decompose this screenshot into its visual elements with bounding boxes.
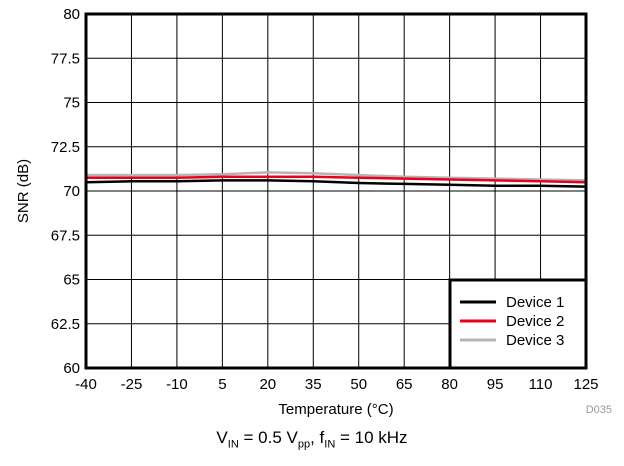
- x-tick-label: 35: [305, 376, 322, 393]
- legend-label: Device 2: [506, 313, 564, 330]
- series-line-device-1: [85, 179, 587, 188]
- x-tick-label: -40: [75, 376, 97, 393]
- x-tick-label: -25: [121, 376, 143, 393]
- y-tick-label: 65: [63, 272, 80, 289]
- y-tick-labels: 60 62.5 65 67.5 70 72.5 75 77.5 80: [51, 6, 80, 377]
- x-tick-labels: -40 -25 -10 5 20 35 50 65 80 95 110 125: [75, 376, 598, 393]
- y-tick-label: 67.5: [51, 227, 80, 244]
- y-tick-label: 70: [63, 183, 80, 200]
- y-tick-label: 72.5: [51, 139, 80, 156]
- x-tick-label: 20: [259, 376, 276, 393]
- series-line-device-3: [86, 171, 587, 182]
- legend-label: Device 1: [506, 294, 564, 311]
- chart-caption: VIN = 0.5 Vpp, fIN = 10 kHz: [216, 428, 408, 451]
- y-tick-label: 77.5: [51, 50, 80, 67]
- plot-frame: [84, 12, 588, 370]
- x-tick-label: 65: [396, 376, 413, 393]
- series-lines: [85, 171, 587, 188]
- x-tick-label: 110: [529, 376, 553, 393]
- x-axis-label: Temperature (°C): [278, 401, 393, 418]
- y-tick-label: 80: [63, 6, 80, 23]
- legend-label: Device 3: [506, 332, 564, 349]
- x-tick-label: 50: [350, 376, 367, 393]
- x-tick-label: -10: [166, 376, 188, 393]
- series-line-device-2: [86, 175, 587, 184]
- y-axis-label: SNR (dB): [15, 159, 32, 223]
- x-tick-label: 80: [441, 376, 458, 393]
- x-tick-label: 125: [573, 376, 598, 393]
- y-tick-label: 62.5: [51, 316, 80, 333]
- y-tick-label: 75: [63, 95, 80, 112]
- figure-id: D035: [585, 404, 612, 416]
- legend-box: [448, 278, 588, 370]
- x-tick-label: 5: [218, 376, 226, 393]
- y-tick-label: 60: [63, 360, 80, 377]
- x-tick-label: 95: [487, 376, 504, 393]
- legend: Device 1 Device 2 Device 3: [448, 278, 588, 370]
